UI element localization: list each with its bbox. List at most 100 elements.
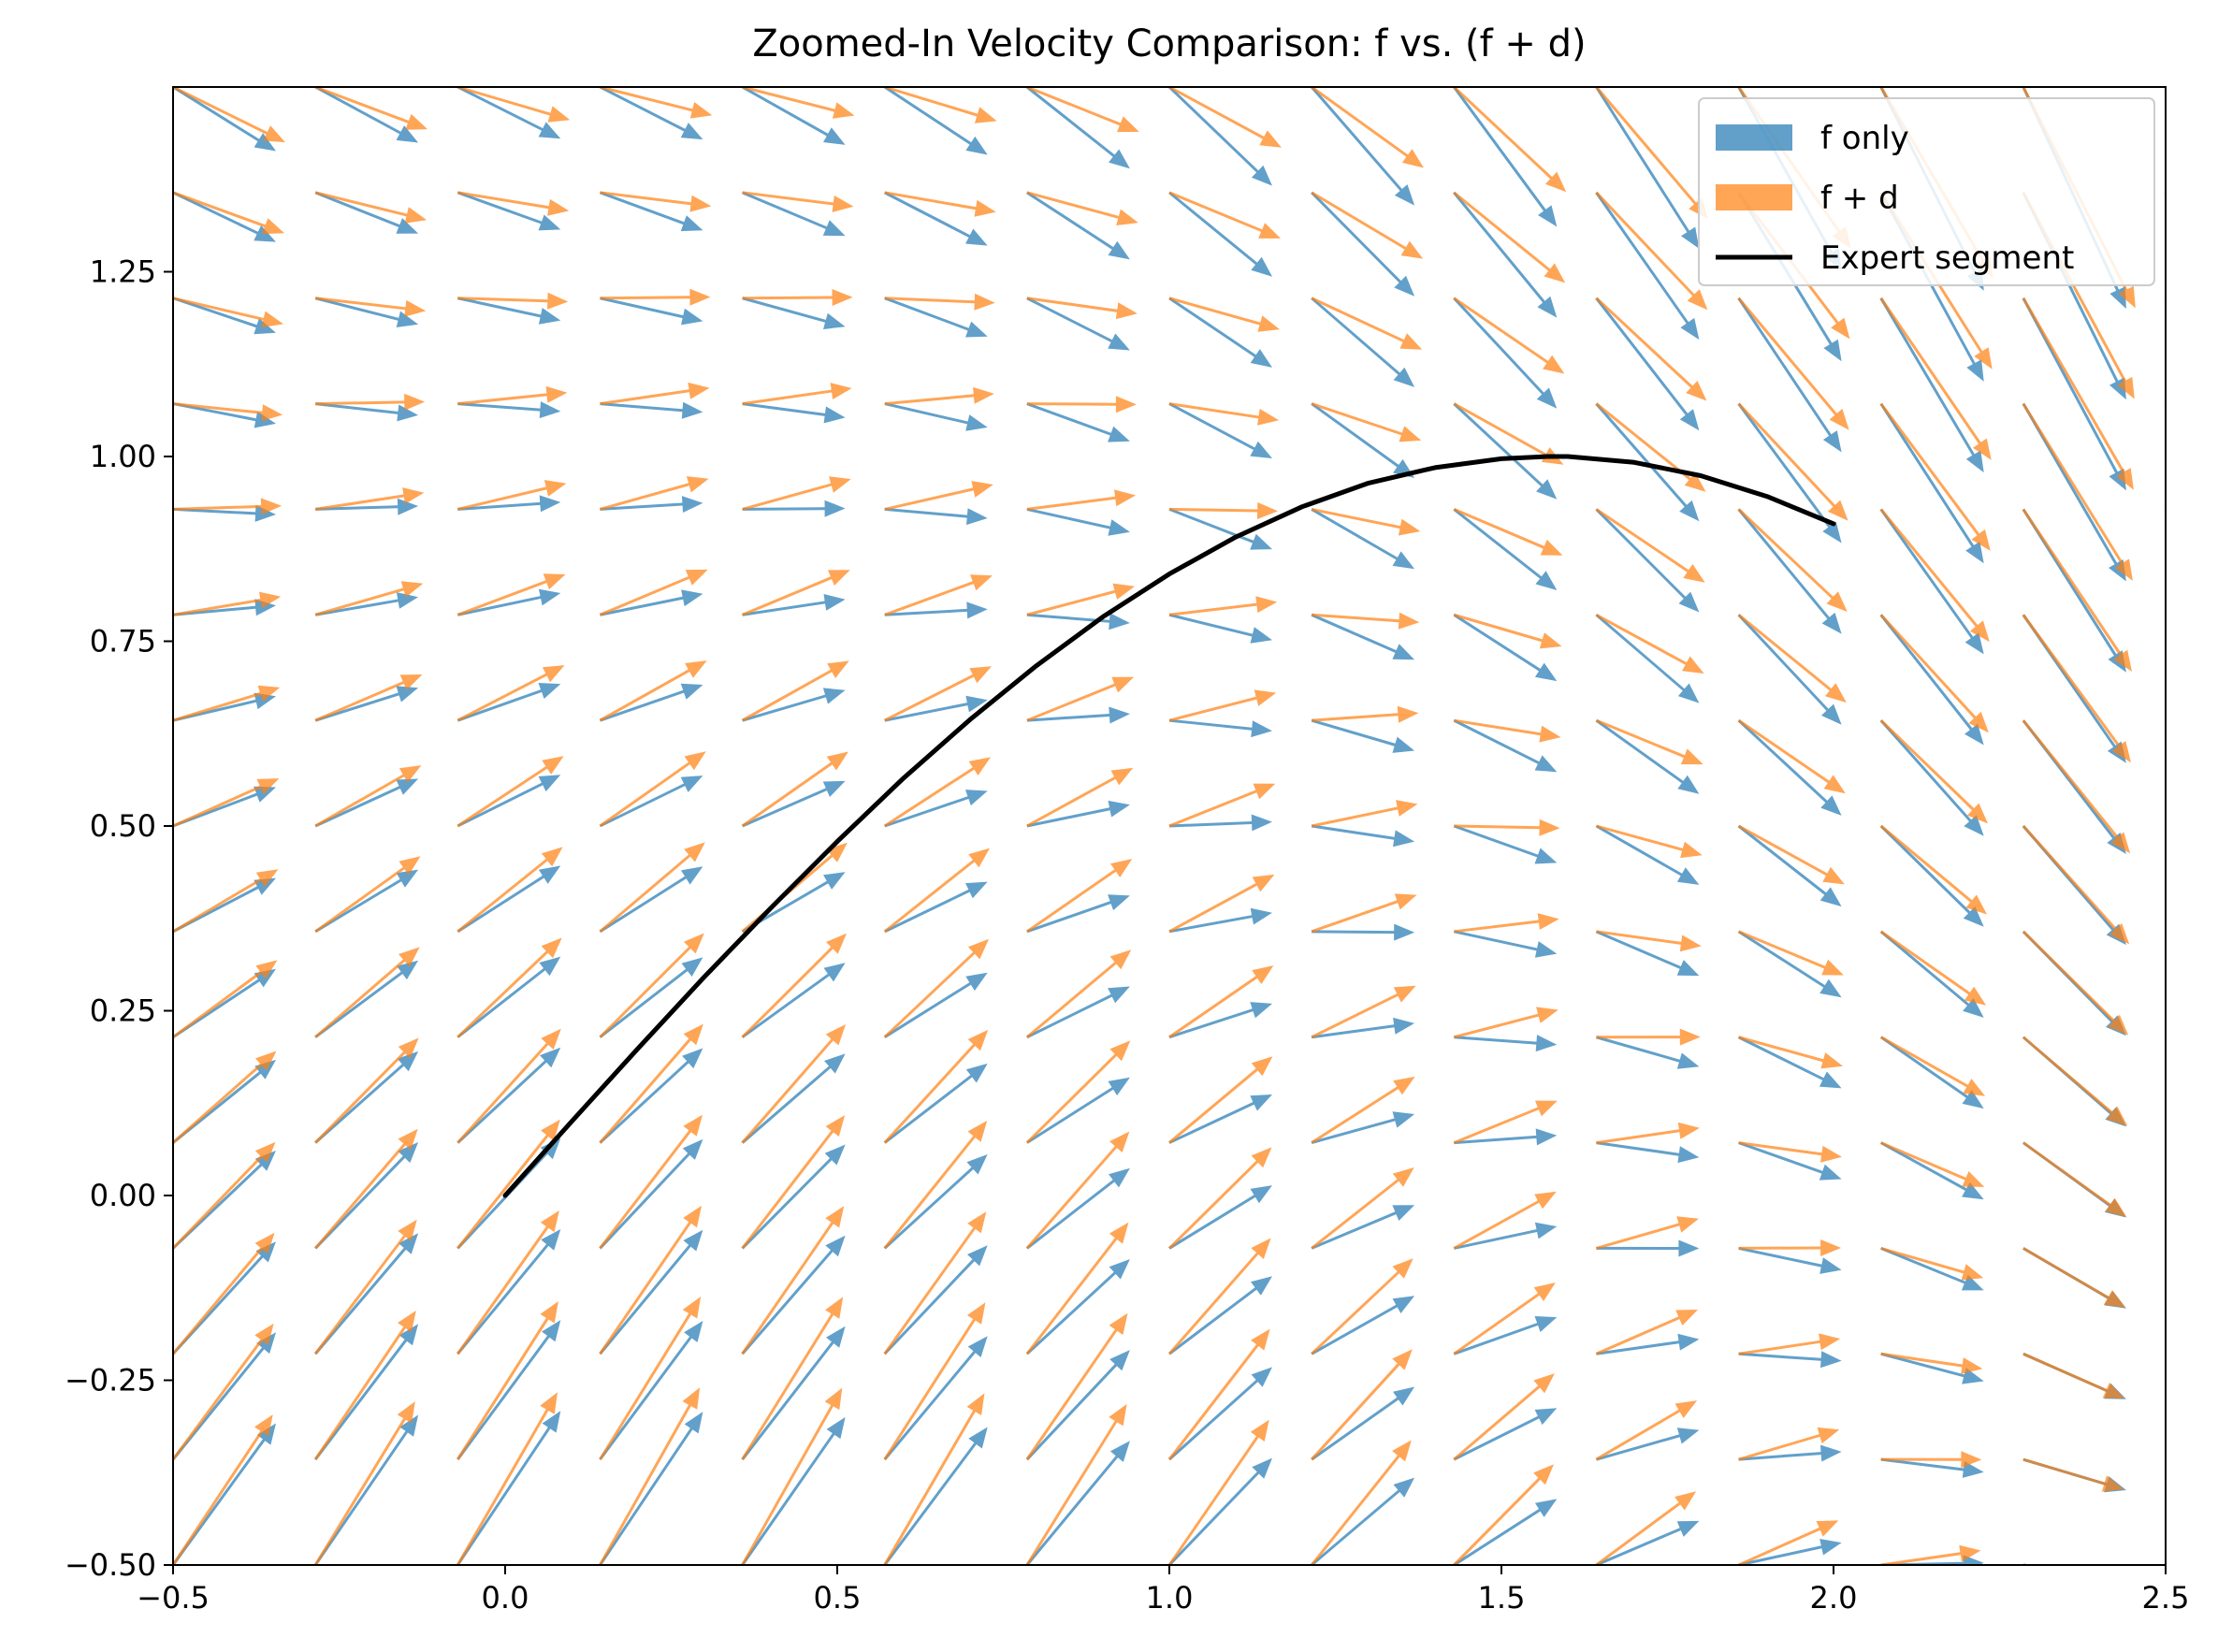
vector-arrow: [1595, 614, 1700, 703]
vector-arrow: [1454, 913, 1559, 934]
vector-arrow: [1026, 297, 1138, 320]
vector-arrow: [884, 293, 995, 311]
vector-arrow: [1595, 508, 1700, 613]
vector-arrow: [173, 1423, 276, 1565]
vector-arrow: [1596, 824, 1703, 859]
vector-arrow: [1595, 87, 1700, 249]
vector-arrow: [1026, 613, 1130, 630]
vector-arrow: [457, 480, 567, 511]
vector-arrow: [1167, 1457, 1272, 1565]
vector-arrow: [1453, 402, 1564, 465]
vector-arrow: [1595, 191, 1708, 311]
vector-arrow: [884, 191, 988, 246]
vector-arrow: [883, 1211, 987, 1355]
vector-arrow: [2164, 297, 2166, 301]
vector-arrow: [1738, 1247, 1842, 1274]
vector-arrow: [1311, 508, 1415, 570]
vector-arrow: [2022, 1036, 2128, 1126]
vector-arrow: [741, 1144, 846, 1250]
vector-arrow: [314, 856, 421, 934]
vector-arrow: [1880, 1457, 1984, 1478]
vector-arrow: [314, 765, 422, 828]
vector-arrow: [1026, 297, 1130, 351]
vector-arrow: [1311, 800, 1418, 828]
vector-arrow: [1737, 824, 1842, 907]
vector-arrow: [1737, 508, 1848, 612]
vector-arrow: [173, 1241, 276, 1355]
vector-arrow: [2022, 1563, 2033, 1565]
vector-arrow: [1168, 965, 1274, 1038]
vector-arrow: [2164, 87, 2166, 91]
vector-arrow: [2164, 1036, 2166, 1039]
vector-arrow: [1595, 297, 1707, 401]
vector-arrow: [1596, 1216, 1699, 1250]
vector-arrow: [741, 872, 846, 934]
vector-arrow: [173, 191, 276, 242]
vector-arrow: [1168, 1094, 1272, 1144]
vector-arrow: [1453, 297, 1558, 409]
y-tick-label: 1.25: [90, 254, 156, 290]
vector-arrow: [457, 495, 561, 513]
vector-arrow: [1026, 583, 1135, 616]
vector-arrow: [314, 1037, 419, 1144]
vector-arrow: [1025, 1350, 1130, 1461]
y-tick-label: 0.00: [90, 1178, 156, 1213]
vector-arrow: [2022, 1457, 2124, 1492]
vector-arrow: [599, 1229, 703, 1355]
vector-arrow: [1168, 297, 1280, 332]
vector-arrow: [1738, 1141, 1842, 1181]
vector-arrow: [742, 383, 852, 406]
vector-arrow: [742, 570, 850, 616]
vector-arrow: [2165, 1248, 2166, 1251]
vector-arrow: [742, 191, 846, 237]
vector-arrow: [1453, 402, 1558, 500]
vector-arrow: [1737, 402, 1848, 521]
vector-arrow: [173, 778, 280, 828]
vector-arrow: [1025, 1040, 1131, 1144]
vector-arrow: [314, 869, 419, 934]
vector-arrow: [1737, 614, 1847, 703]
vector-arrow: [1311, 1017, 1415, 1039]
vector-arrow: [884, 386, 994, 406]
vector-arrow: [314, 87, 419, 143]
vector-arrow: [173, 1059, 276, 1144]
vector-arrow: [599, 1205, 702, 1355]
legend-label: f only: [1820, 120, 1909, 157]
vector-arrow: [173, 87, 276, 152]
vector-arrow: [2022, 1247, 2126, 1308]
vector-arrow: [1880, 1036, 1986, 1096]
vector-arrow: [599, 191, 703, 232]
vector-arrow: [742, 594, 846, 616]
vector-arrow: [457, 87, 571, 123]
vector-arrow: [457, 1320, 561, 1460]
vector-arrow: [1168, 689, 1277, 722]
vector-arrow: [599, 751, 706, 828]
vector-arrow: [742, 191, 854, 212]
vector-arrow: [741, 660, 849, 722]
vector-arrow: [2164, 87, 2166, 91]
vector-arrow: [1453, 1007, 1558, 1039]
vector-arrow: [173, 869, 279, 934]
vector-arrow: [1026, 87, 1139, 133]
vector-arrow: [457, 297, 561, 325]
vector-arrow: [1168, 1002, 1272, 1039]
vector-arrow: [1879, 402, 1991, 551]
vector-arrow: [1879, 508, 1984, 655]
vector-arrow: [1595, 718, 1703, 765]
vector-arrow: [1595, 297, 1700, 431]
vector-arrow: [2165, 1354, 2166, 1356]
vector-arrow: [1453, 1464, 1554, 1565]
vector-arrow: [599, 660, 707, 722]
vector-arrow: [1595, 402, 1700, 522]
vector-arrow: [1880, 1555, 1984, 1565]
vector-arrow: [2164, 615, 2166, 618]
vector-arrow: [599, 775, 703, 828]
vector-arrow: [2164, 509, 2166, 513]
quiver-series-f-d: [173, 87, 2166, 1565]
vector-arrow: [1025, 1167, 1130, 1250]
vector-arrow: [314, 960, 419, 1038]
vector-arrow: [1168, 191, 1272, 277]
vector-arrow: [2022, 1352, 2125, 1399]
vector-arrow: [457, 1028, 561, 1144]
vector-arrow: [1311, 508, 1421, 536]
